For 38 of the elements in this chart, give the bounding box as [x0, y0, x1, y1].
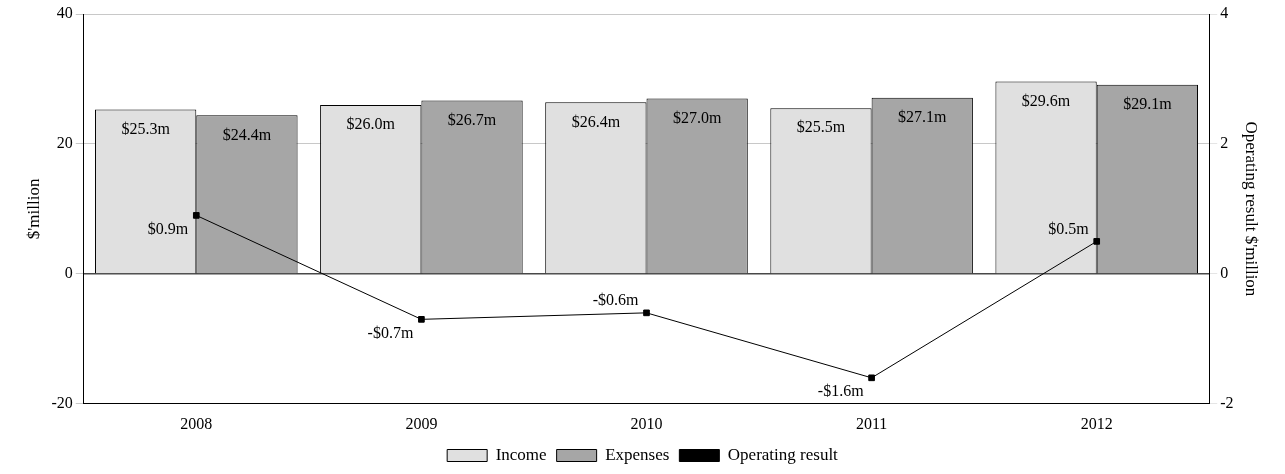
y2-tick-label: 4 — [1220, 4, 1229, 22]
legend-label: Income — [495, 444, 547, 464]
x-tick-label: 2012 — [1080, 414, 1113, 432]
data-label: $29.6m — [1021, 91, 1071, 109]
y-axis-title: $'million — [23, 178, 43, 240]
y2-tick-label: -2 — [1220, 394, 1234, 411]
legend-label: Expenses — [605, 444, 670, 464]
legend-label: Operating result — [727, 444, 839, 464]
x-tick-label: 2010 — [630, 414, 663, 432]
data-label: -$0.6m — [592, 291, 640, 309]
y2-tick-label: 2 — [1220, 134, 1229, 152]
point — [1093, 238, 1101, 245]
data-label: $0.9m — [147, 219, 189, 237]
data-label: $25.5m — [796, 118, 846, 136]
y-tick-label: 40 — [56, 4, 73, 22]
data-label: $27.0m — [672, 108, 722, 126]
data-label: -$0.7m — [367, 323, 414, 341]
data-label: $26.7m — [447, 110, 497, 128]
x-tick-label: 2008 — [180, 414, 213, 432]
y-tick-label: -20 — [51, 394, 73, 411]
data-label: $27.1m — [898, 108, 948, 126]
x-tick-label: 2011 — [855, 414, 888, 432]
data-label: $25.3m — [121, 119, 171, 137]
y2-axis-title: Operating result $'million — [1242, 121, 1262, 297]
point — [418, 316, 425, 323]
point — [868, 374, 875, 382]
y-tick-label: 20 — [56, 134, 73, 152]
data-label: $26.4m — [571, 112, 621, 130]
data-label: -$1.6m — [817, 382, 865, 400]
x-tick-label: 2009 — [405, 414, 438, 432]
point — [643, 309, 650, 317]
point — [192, 212, 200, 219]
y-tick-label: 0 — [64, 264, 73, 282]
data-label: $0.5m — [1048, 219, 1090, 237]
data-label: $26.0m — [346, 115, 396, 133]
y2-tick-label: 0 — [1220, 264, 1229, 282]
data-label: $24.4m — [222, 125, 272, 143]
data-label: $29.1m — [1123, 95, 1173, 113]
